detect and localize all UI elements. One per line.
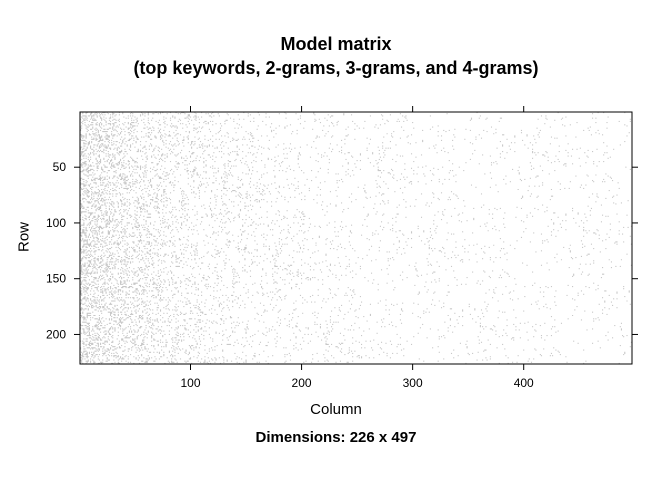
matrix-cells xyxy=(80,112,632,364)
x-tick-label: 200 xyxy=(292,376,312,390)
y-tick-label: 100 xyxy=(46,216,66,230)
plot-frame xyxy=(79,111,633,365)
chart-title: Model matrix xyxy=(280,34,392,54)
x-tick-label: 400 xyxy=(514,376,534,390)
nonzero-cells xyxy=(80,112,632,364)
axis-ticks: 100 200 300 400 50 100 150 200 xyxy=(46,106,638,390)
y-tick-label: 50 xyxy=(53,160,67,174)
y-tick-label: 150 xyxy=(46,272,66,286)
dimensions-label: Dimensions: 226 x 497 xyxy=(255,429,417,446)
chart-subtitle: (top keywords, 2-grams, 3-grams, and 4-g… xyxy=(133,58,539,78)
x-axis-label: Column xyxy=(310,401,362,418)
x-tick-label: 300 xyxy=(403,376,423,390)
y-tick-label: 200 xyxy=(46,327,66,341)
y-axis-label: Row xyxy=(15,221,33,253)
x-tick-label: 100 xyxy=(180,376,200,390)
